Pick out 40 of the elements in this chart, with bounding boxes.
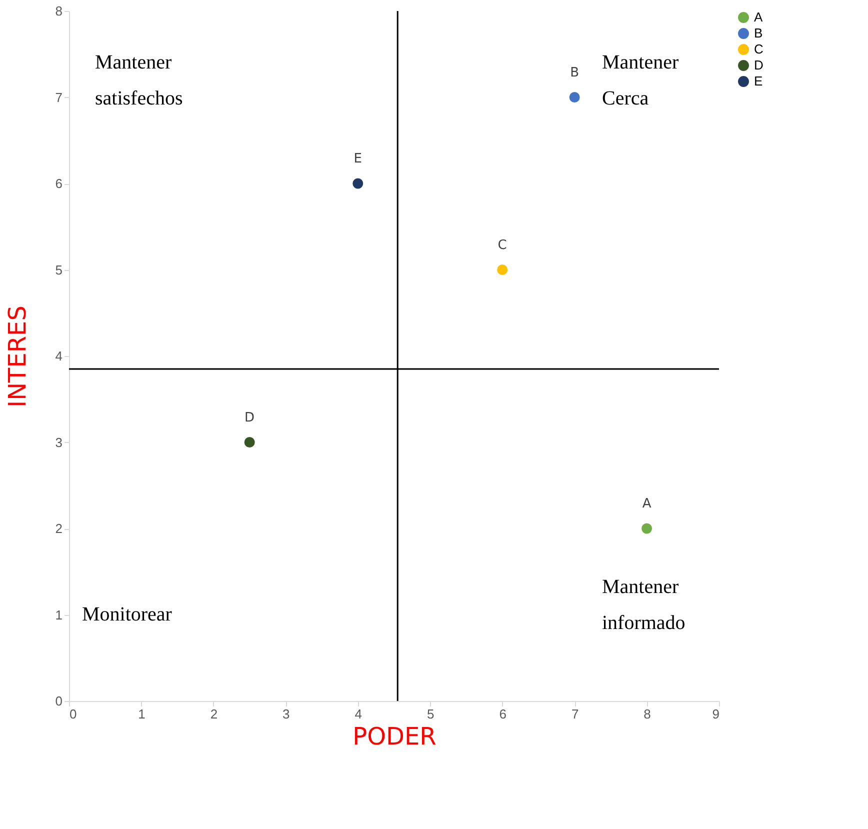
y-tick-label: 1	[55, 607, 62, 622]
annotation: Monitorear	[82, 603, 172, 626]
y-tick-label: 5	[55, 262, 62, 278]
x-tick-label: 7	[571, 706, 579, 722]
x-tick-label: 4	[354, 706, 362, 722]
legend-label: E	[754, 74, 763, 88]
text: D	[244, 410, 255, 426]
legend-label: D	[754, 58, 764, 72]
x-tick-label: 5	[426, 706, 434, 722]
annotation: Mantener Cerca	[602, 51, 679, 110]
y-tick-label: 6	[55, 176, 62, 191]
point	[497, 264, 508, 275]
y-tick-label: 8	[55, 4, 62, 18]
legend-label: C	[754, 42, 764, 56]
x-tick-label: 1	[138, 706, 146, 722]
annotation: Mantener satisfechos	[95, 51, 183, 110]
x-tick-label: 6	[499, 706, 506, 722]
y-tick-label: 4	[55, 348, 62, 364]
y-tick-label: 2	[55, 521, 62, 536]
legend-label: A	[754, 10, 763, 24]
text: C	[498, 238, 507, 253]
legend-label: B	[754, 26, 763, 40]
text: E	[354, 152, 362, 166]
point	[352, 178, 364, 189]
x-tick-label: 9	[712, 706, 720, 722]
point	[569, 92, 580, 102]
text: A	[642, 496, 652, 512]
x-tick-label: 0	[70, 706, 77, 722]
x-axis-title: PODER	[352, 722, 436, 750]
point	[642, 523, 652, 534]
x-tick-label: 3	[282, 706, 290, 722]
y-tick-label: 0	[55, 694, 62, 708]
annotation: Mantener informado	[602, 576, 686, 634]
text: B	[570, 65, 580, 80]
point	[244, 437, 255, 448]
y-tick-label: 7	[55, 90, 62, 105]
x-tick-label: 8	[644, 706, 651, 722]
x-tick-label: 2	[210, 706, 218, 722]
y-axis-title: INTERES	[3, 306, 32, 408]
y-tick-label: 3	[55, 434, 62, 450]
